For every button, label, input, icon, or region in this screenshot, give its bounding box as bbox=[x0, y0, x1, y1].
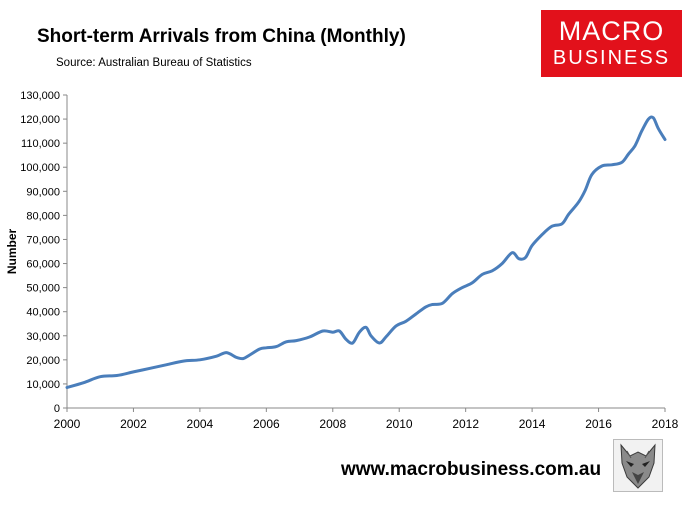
y-tick-label: 60,000 bbox=[26, 259, 60, 271]
y-tick-label: 80,000 bbox=[26, 210, 60, 222]
logo-line-1: MACRO bbox=[558, 16, 665, 46]
chart-title: Short-term Arrivals from China (Monthly) bbox=[37, 26, 406, 47]
series-line-arrivals bbox=[65, 115, 667, 389]
y-tick-label: 30,000 bbox=[26, 331, 60, 343]
y-tick-label: 130,000 bbox=[20, 90, 60, 102]
y-tick-label: 0 bbox=[54, 403, 60, 415]
chart-source: Source: Australian Bureau of Statistics bbox=[56, 57, 252, 69]
y-tick-label: 120,000 bbox=[20, 114, 60, 126]
x-tick-label: 2012 bbox=[452, 417, 479, 431]
y-tick-label: 110,000 bbox=[21, 138, 60, 150]
y-tick-label: 100,000 bbox=[20, 162, 60, 174]
y-tick-label: 40,000 bbox=[26, 307, 60, 319]
macrobusiness-logo[interactable]: MACRO BUSINESS bbox=[541, 10, 682, 77]
x-tick-label: 2006 bbox=[253, 417, 280, 431]
y-axis-label: Number bbox=[5, 229, 19, 275]
x-tick-label: 2010 bbox=[386, 417, 413, 431]
x-tick-label: 2008 bbox=[319, 417, 346, 431]
y-tick-label: 10,000 bbox=[26, 379, 60, 391]
wolf-head-icon bbox=[613, 439, 663, 492]
x-tick-label: 2000 bbox=[54, 417, 81, 431]
y-tick-label: 70,000 bbox=[26, 234, 60, 246]
x-tick-label: 2016 bbox=[585, 417, 612, 431]
x-tick-label: 2004 bbox=[187, 417, 214, 431]
x-tick-label: 2018 bbox=[652, 417, 679, 431]
x-tick-label: 2014 bbox=[519, 417, 546, 431]
y-tick-label: 50,000 bbox=[26, 283, 60, 295]
y-tick-label: 90,000 bbox=[26, 186, 60, 198]
logo-line-2: BUSINESS bbox=[552, 47, 671, 69]
website-link[interactable]: www.macrobusiness.com.au bbox=[341, 459, 602, 480]
y-tick-label: 20,000 bbox=[26, 355, 60, 367]
x-tick-label: 2002 bbox=[120, 417, 147, 431]
